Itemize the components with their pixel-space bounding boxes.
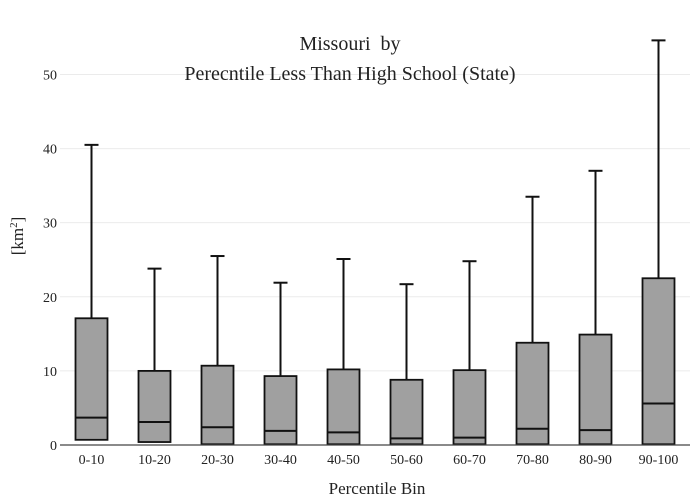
iqr-box xyxy=(452,369,487,446)
box-group-0-10 xyxy=(74,143,109,441)
x-tick-label: 40-50 xyxy=(327,453,360,468)
chart-title-line1: Missouri by xyxy=(299,33,400,55)
box-group-70-80 xyxy=(515,195,550,446)
y-axis-label-end: ] xyxy=(8,217,27,223)
y-tick-label: 40 xyxy=(43,143,57,158)
y-tick-label: 20 xyxy=(43,291,57,306)
x-tick-labels: 0-10 10-20 20-30 30-40 40-50 50-60 60-70 70-80 8… xyxy=(79,453,679,468)
iqr-box xyxy=(578,333,613,446)
x-axis-label: Percentile Bin xyxy=(329,479,426,498)
y-axis-label-sup: 2 xyxy=(8,222,20,228)
box-group-40-50 xyxy=(326,257,361,446)
box-group-80-90 xyxy=(578,169,613,446)
box-group-30-40 xyxy=(263,281,298,446)
iqr-box xyxy=(263,375,298,446)
x-tick-label: 30-40 xyxy=(264,453,297,468)
x-tick-label: 60-70 xyxy=(453,453,486,468)
box-group-60-70 xyxy=(452,260,487,446)
y-tick-label: 30 xyxy=(43,217,57,232)
x-tick-label: 80-90 xyxy=(579,453,612,468)
y-tick-label: 10 xyxy=(43,365,57,380)
iqr-box xyxy=(389,378,424,446)
x-tick-label: 50-60 xyxy=(390,453,423,468)
box-group-10-20 xyxy=(137,267,172,443)
iqr-box xyxy=(515,341,550,446)
y-axis-label-base: [km xyxy=(8,228,27,255)
box-group-90-100 xyxy=(641,39,676,446)
boxes xyxy=(74,39,676,446)
iqr-box xyxy=(74,317,109,441)
iqr-box xyxy=(200,364,235,446)
y-tick-labels: 0 10 20 30 40 50 xyxy=(43,68,57,454)
y-tick-label: 0 xyxy=(50,439,57,454)
x-tick-label: 70-80 xyxy=(516,453,549,468)
iqr-box xyxy=(641,277,676,446)
x-tick-label: 10-20 xyxy=(138,453,171,468)
box-group-20-30 xyxy=(200,255,235,446)
x-tick-label: 90-100 xyxy=(639,453,679,468)
y-axis-label: [km2] xyxy=(8,217,27,256)
x-tick-label: 0-10 xyxy=(79,453,105,468)
x-tick-label: 20-30 xyxy=(201,453,234,468)
chart-title-line2: Perecntile Less Than High School (State) xyxy=(184,63,515,85)
iqr-box xyxy=(137,369,172,443)
y-tick-label: 50 xyxy=(43,68,57,83)
box-group-50-60 xyxy=(389,283,424,446)
